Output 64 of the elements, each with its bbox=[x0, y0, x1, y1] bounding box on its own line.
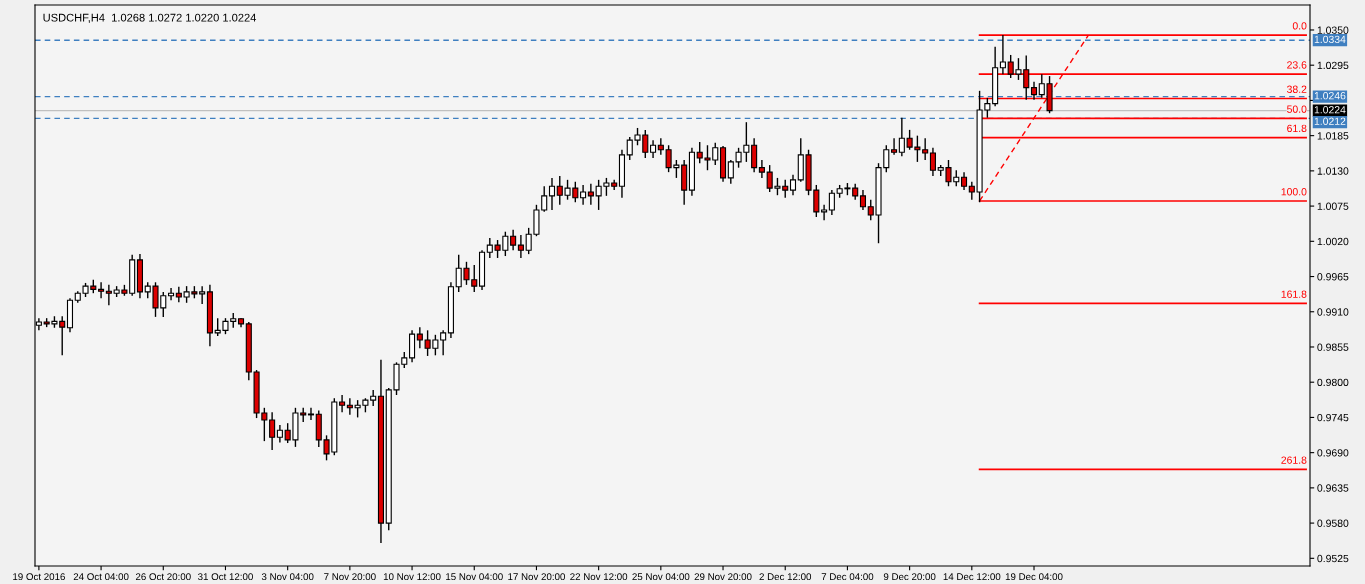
y-tick-label: 1.0130 bbox=[1317, 167, 1349, 175]
series-label: 100.0 bbox=[1281, 188, 1307, 196]
candlestick bbox=[510, 229, 517, 251]
x-tick-label: 19 Oct 2016 bbox=[13, 573, 65, 581]
y-tick-label: 0.9580 bbox=[1317, 519, 1349, 527]
series-label: 161.8 bbox=[1281, 290, 1307, 298]
series-label: 23.6 bbox=[1287, 61, 1307, 69]
candlestick bbox=[587, 182, 594, 206]
y-tick-label: 1.0020 bbox=[1317, 237, 1349, 246]
series-label: 61.8 bbox=[1287, 124, 1307, 133]
candlestick bbox=[98, 281, 105, 300]
y-tick-label: 1.0350 bbox=[1317, 26, 1349, 34]
x-tick-label: 31 Oct 12:00 bbox=[198, 573, 253, 581]
ref-line-label: 1.0212 bbox=[1314, 117, 1346, 125]
x-tick-label: 14 Dec 12:00 bbox=[943, 573, 1001, 581]
y-tick-label: 1.0185 bbox=[1317, 132, 1349, 140]
y-tick-label: 0.9855 bbox=[1317, 343, 1349, 351]
candlestick bbox=[751, 137, 758, 173]
candlestick bbox=[339, 394, 346, 413]
candlestick bbox=[828, 189, 835, 216]
candlestick bbox=[789, 174, 797, 196]
ref-line-label: 1.0334 bbox=[1314, 35, 1346, 44]
y-tick-label: 0.9800 bbox=[1317, 378, 1349, 387]
y-tick-label: 0.9965 bbox=[1317, 273, 1349, 281]
x-tick-label: 29 Nov 20:00 bbox=[694, 573, 752, 581]
x-tick-label: 7 Dec 04:00 bbox=[821, 573, 874, 581]
y-tick-label: 0.9745 bbox=[1317, 413, 1349, 422]
candlestick bbox=[409, 329, 416, 364]
candlestick bbox=[859, 189, 867, 211]
candlestick bbox=[580, 184, 587, 206]
series-label: 261.8 bbox=[1281, 456, 1307, 464]
candlestick bbox=[821, 204, 828, 221]
x-tick-label: 19 Dec 04:00 bbox=[1005, 573, 1063, 581]
x-tick-label: 25 Nov 04:00 bbox=[632, 573, 690, 581]
series-label: 0.0 bbox=[1292, 22, 1307, 30]
x-tick-label: 10 Nov 12:00 bbox=[383, 573, 441, 581]
candlestick bbox=[517, 234, 524, 259]
series-label: 38.2 bbox=[1287, 85, 1307, 93]
x-tick-label: 24 Oct 04:00 bbox=[73, 573, 129, 581]
x-tick-label: 7 Nov 20:00 bbox=[324, 573, 376, 581]
y-tick-label: 0.9690 bbox=[1317, 449, 1349, 457]
y-tick-label: 0.9525 bbox=[1317, 554, 1349, 563]
candlestick bbox=[307, 407, 315, 421]
series-label: 50.0 bbox=[1287, 105, 1307, 113]
candlestick bbox=[999, 34, 1006, 75]
candlestick bbox=[548, 177, 556, 211]
candlestick bbox=[891, 137, 898, 156]
x-tick-label: 9 Dec 20:00 bbox=[883, 573, 936, 581]
x-tick-label: 26 Oct 20:00 bbox=[135, 573, 191, 581]
candlestick bbox=[929, 147, 936, 177]
y-tick-label: 1.0075 bbox=[1317, 202, 1349, 210]
y-tick-label: 1.0295 bbox=[1317, 61, 1349, 70]
ref-line-label: 1.0224 bbox=[1314, 106, 1346, 114]
x-tick-label: 15 Nov 04:00 bbox=[446, 573, 503, 581]
y-tick-label: 0.9635 bbox=[1317, 484, 1349, 492]
x-tick-label: 22 Nov 12:00 bbox=[570, 573, 628, 581]
x-tick-label: 3 Nov 04:00 bbox=[261, 573, 314, 581]
candlestick bbox=[269, 411, 276, 451]
x-tick-label: 17 Nov 20:00 bbox=[508, 573, 565, 581]
x-tick-label: 2 Dec 12:00 bbox=[759, 573, 812, 581]
y-tick-label: 0.9910 bbox=[1317, 308, 1349, 316]
text: USDCHF,H4 1.0268 1.0272 1.0220 1.0224 bbox=[43, 13, 257, 23]
ref-line-label: 1.0246 bbox=[1314, 92, 1346, 100]
candlestick bbox=[758, 159, 765, 179]
